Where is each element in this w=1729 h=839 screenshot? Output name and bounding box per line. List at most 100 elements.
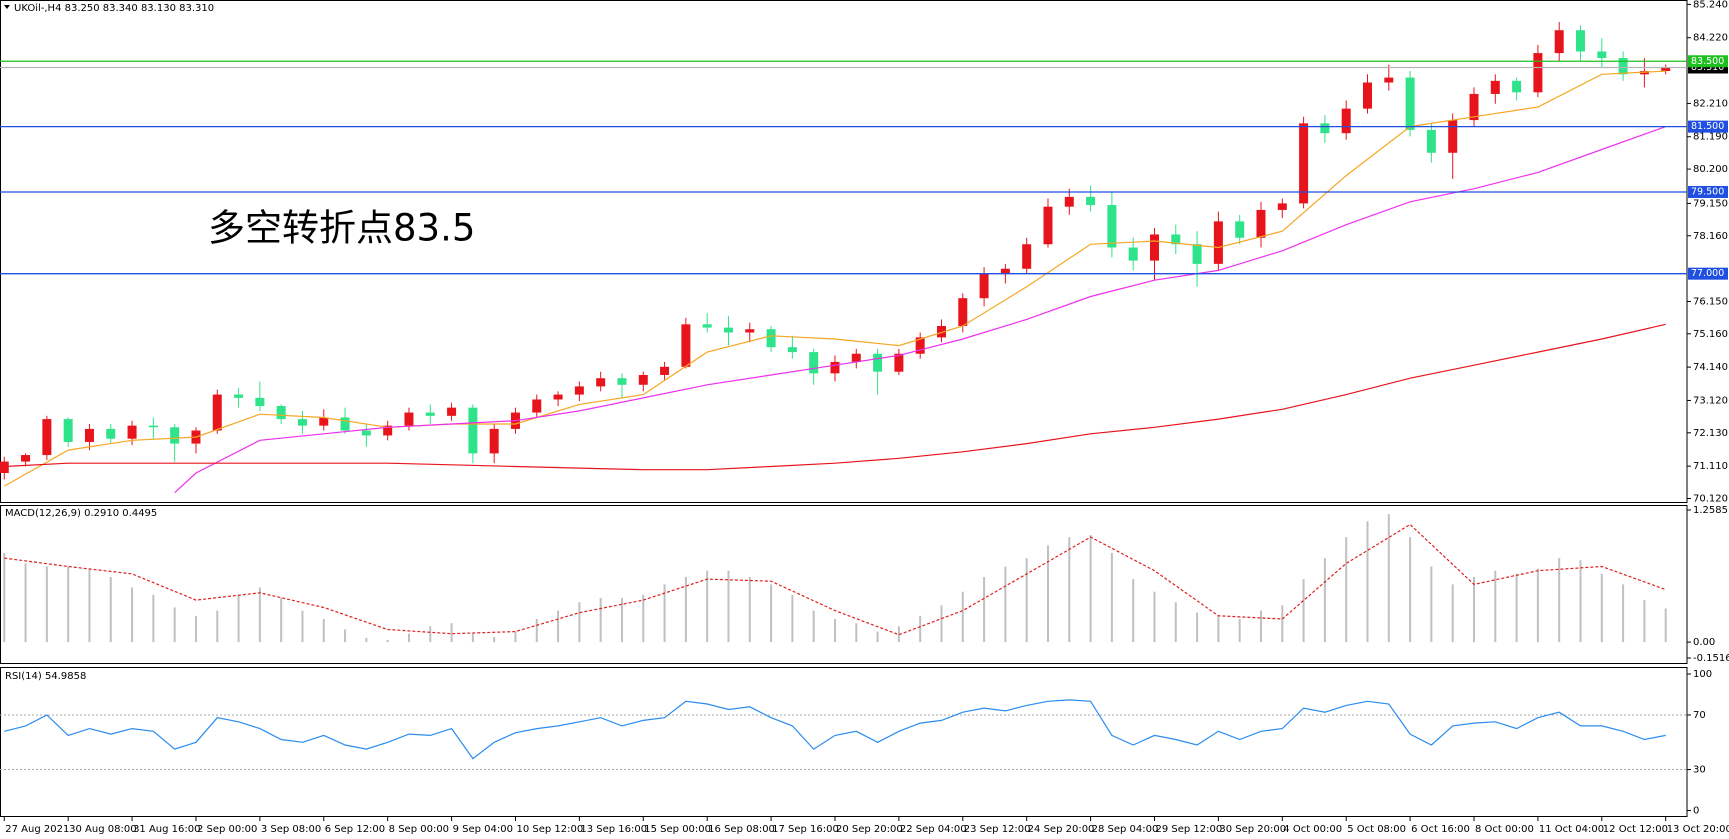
x-tick-label: 8 Oct 00:00 (1475, 824, 1534, 835)
level-label: 77.000 (1691, 268, 1724, 279)
candle-body (723, 327, 733, 333)
macd-bar (1025, 558, 1028, 643)
level-label: 83.500 (1691, 56, 1724, 67)
macd-bar (1196, 612, 1199, 643)
macd-bar (45, 566, 48, 643)
y-tick-label: 30 (1693, 765, 1706, 776)
candle-body (404, 412, 414, 426)
candle-body (21, 455, 31, 462)
macd-bar (983, 577, 986, 643)
candle-body (830, 361, 840, 374)
candle-body (212, 394, 222, 431)
macd-bar (258, 587, 261, 643)
macd-bar (1579, 560, 1582, 643)
macd-bar (1174, 602, 1177, 643)
candle-body (170, 427, 180, 444)
candle-body (1661, 67, 1671, 72)
x-tick-label: 9 Sep 04:00 (453, 824, 513, 835)
x-tick-label: 10 Sep 12:00 (516, 824, 583, 835)
candle-body (468, 407, 478, 454)
macd-bar (1643, 600, 1646, 643)
macd-bar (1345, 537, 1348, 643)
x-tick-label: 4 Oct 00:00 (1283, 824, 1342, 835)
macd-bar (1089, 535, 1092, 643)
macd-bar (940, 605, 943, 643)
y-tick-label: 82.210 (1693, 98, 1728, 109)
candle-body (84, 428, 94, 442)
macd-bar (642, 594, 645, 643)
macd-bar (386, 639, 389, 643)
macd-bar (429, 626, 432, 643)
y-tick-label: 85.240 (1693, 0, 1728, 10)
candle-body (617, 378, 627, 385)
candle-body (851, 353, 861, 362)
candle-body (1086, 196, 1096, 206)
macd-bar (493, 636, 496, 643)
candle-body (1618, 57, 1628, 75)
y-tick-label: 79.150 (1693, 198, 1728, 209)
x-tick-label: 16 Sep 08:00 (708, 824, 775, 835)
moving-average (4, 323, 1666, 471)
macd-bar (1558, 558, 1561, 643)
candle-body (447, 407, 457, 416)
candle-body (979, 273, 989, 299)
candle-body (915, 337, 925, 354)
y-tick-label: 70.120 (1693, 494, 1728, 505)
candle-body (1107, 205, 1117, 248)
level-label: 81.500 (1691, 121, 1724, 132)
candle-body (766, 329, 776, 348)
candle-body (936, 325, 946, 338)
x-tick-label: 27 Aug 2021 (5, 824, 69, 835)
macd-bar (344, 629, 347, 643)
macd-bar (1387, 514, 1390, 643)
macd-bar (1664, 608, 1667, 643)
macd-signal (4, 523, 1666, 636)
moving-average (4, 70, 1666, 487)
candle-body (276, 406, 286, 420)
macd-bar (1259, 610, 1262, 643)
macd-bar (237, 594, 240, 643)
y-tick-label: 70 (1693, 710, 1706, 721)
macd-bar (578, 602, 581, 643)
macd-bar (1153, 591, 1156, 643)
candle-body (787, 347, 797, 353)
x-tick-label: 30 Sep 20:00 (1219, 824, 1286, 835)
x-tick-label: 30 Aug 08:00 (69, 824, 136, 835)
candle-body (1320, 123, 1330, 134)
macd-title: MACD(12,26,9) 0.2910 0.4495 (5, 508, 157, 519)
macd-bar (1366, 521, 1369, 643)
candle-body (234, 394, 244, 398)
macd-bar (322, 618, 325, 643)
candle-body (0, 461, 9, 474)
candle-body (1277, 203, 1287, 210)
candle-body (809, 352, 819, 374)
x-tick-label: 5 Oct 08:00 (1347, 824, 1406, 835)
macd-bar (1451, 584, 1454, 643)
macd-bar (1430, 566, 1433, 643)
macd-bar (770, 584, 773, 643)
candle-body (1256, 209, 1266, 238)
candle-body (702, 324, 712, 328)
level-label: 83.310 (1691, 62, 1724, 73)
candle-body (1235, 221, 1245, 238)
candle-body (574, 386, 584, 395)
macd-bar (727, 570, 730, 643)
candle-body (1149, 234, 1159, 261)
x-tick-label: 24 Sep 20:00 (1028, 824, 1095, 835)
x-tick-label: 6 Oct 16:00 (1411, 824, 1470, 835)
macd-bar (1132, 579, 1135, 643)
y-tick-label: -0.1516 (1693, 653, 1729, 664)
macd-bar (365, 637, 368, 643)
y-tick-label: 72.130 (1693, 428, 1728, 439)
macd-bar (876, 631, 879, 643)
x-tick-label: 31 Aug 16:00 (133, 824, 200, 835)
macd-bar (855, 623, 858, 643)
candle-body (894, 353, 904, 372)
candle-body (1213, 221, 1223, 264)
macd-bar (1068, 537, 1071, 643)
macd-bar (1409, 537, 1412, 643)
macd-bar (620, 598, 623, 643)
x-tick-label: 28 Sep 04:00 (1092, 824, 1159, 835)
x-tick-label: 11 Oct 04:00 (1539, 824, 1604, 835)
